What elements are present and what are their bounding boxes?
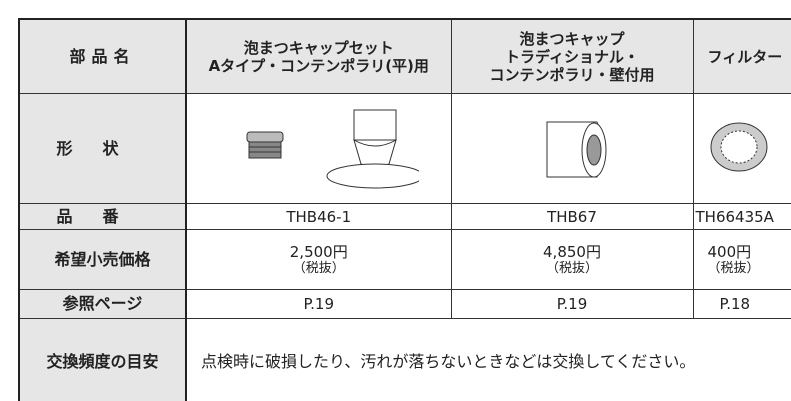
row-label: 希望小売価格 bbox=[18, 229, 187, 290]
filter-image bbox=[710, 122, 767, 171]
header-text: トラディショナル・ bbox=[505, 47, 639, 66]
header-cell: 部品名 bbox=[18, 18, 187, 94]
cell: P.18 bbox=[692, 289, 791, 319]
cell: P.19 bbox=[450, 289, 694, 319]
cell: 4,850円 （税抜） bbox=[450, 229, 694, 290]
part-number: TH66435A bbox=[695, 207, 774, 226]
header-text: 部品名 bbox=[69, 46, 136, 66]
row-label: 形状 bbox=[18, 93, 187, 204]
header-text: 泡まつキャップ bbox=[519, 29, 625, 48]
price-row: 希望小売価格 2,500円 （税抜） 4,850円 （税抜） 400円 （税抜） bbox=[18, 229, 791, 290]
parts-table: 部品名 泡まつキャップセット Aタイプ・コンテンポラリ(平)用 泡まつキャップ トラ… bbox=[18, 18, 791, 401]
row-label: 交換頻度の目安 bbox=[18, 318, 187, 401]
header-cell: フィルター bbox=[692, 18, 791, 94]
shape-row: 形状 bbox=[18, 93, 791, 204]
part-number: THB67 bbox=[547, 207, 597, 226]
cell: P.19 bbox=[185, 289, 452, 319]
image-cell bbox=[185, 93, 452, 204]
note-text: 点検時に破損したり、汚れが落ちないときなどは交換してください。 bbox=[201, 351, 696, 371]
image-cell bbox=[692, 93, 791, 204]
part-number-row: 品番 THB46-1 THB67 TH66435A bbox=[18, 203, 791, 230]
tax-note: （税抜） bbox=[292, 260, 345, 276]
header-row: 部品名 泡まつキャップセット Aタイプ・コンテンポラリ(平)用 泡まつキャップ トラ… bbox=[18, 18, 791, 94]
label-text: 交換頻度の目安 bbox=[46, 351, 159, 371]
page-ref: P.19 bbox=[303, 295, 335, 313]
header-text: Aタイプ・コンテンポラリ(平)用 bbox=[208, 56, 429, 75]
header-cell: 泡まつキャップセット Aタイプ・コンテンポラリ(平)用 bbox=[185, 18, 452, 94]
label-text: 形状 bbox=[56, 138, 149, 158]
cell: THB67 bbox=[450, 203, 694, 230]
page-ref: P.18 bbox=[719, 295, 751, 313]
price: 4,850円 bbox=[543, 242, 601, 261]
header-cell: 泡まつキャップ トラディショナル・ コンテンポラリ・壁付用 bbox=[450, 18, 694, 94]
header-text: フィルター bbox=[707, 47, 783, 66]
row-label: 参照ページ bbox=[18, 289, 187, 319]
label-text: 希望小売価格 bbox=[54, 249, 151, 269]
interval-row: 交換頻度の目安 点検時に破損したり、汚れが落ちないときなどは交換してください。 bbox=[18, 318, 791, 401]
cell: THB46-1 bbox=[185, 203, 452, 230]
price: 400円 bbox=[707, 242, 752, 261]
cell: TH66435A bbox=[692, 203, 791, 230]
label-text: 参照ページ bbox=[62, 294, 143, 313]
part-number: THB46-1 bbox=[286, 207, 352, 226]
row-label: 品番 bbox=[18, 203, 187, 230]
cell: 400円 （税抜） bbox=[692, 229, 791, 290]
cell: 点検時に破損したり、汚れが落ちないときなどは交換してください。 bbox=[185, 318, 791, 401]
cell: 2,500円 （税抜） bbox=[185, 229, 452, 290]
tax-note: （税抜） bbox=[707, 260, 760, 276]
header-text: 泡まつキャップセット bbox=[243, 38, 394, 57]
tax-note: （税抜） bbox=[545, 260, 598, 276]
price: 2,500円 bbox=[289, 242, 348, 261]
cap-set-image bbox=[246, 109, 424, 188]
header-text: コンテンポラリ・壁付用 bbox=[489, 65, 655, 84]
cap-image bbox=[546, 121, 607, 177]
image-cell bbox=[450, 93, 694, 204]
page-row: 参照ページ P.19 P.19 P.18 bbox=[18, 289, 791, 319]
label-text: 品番 bbox=[56, 206, 149, 226]
page-ref: P.19 bbox=[556, 295, 588, 313]
